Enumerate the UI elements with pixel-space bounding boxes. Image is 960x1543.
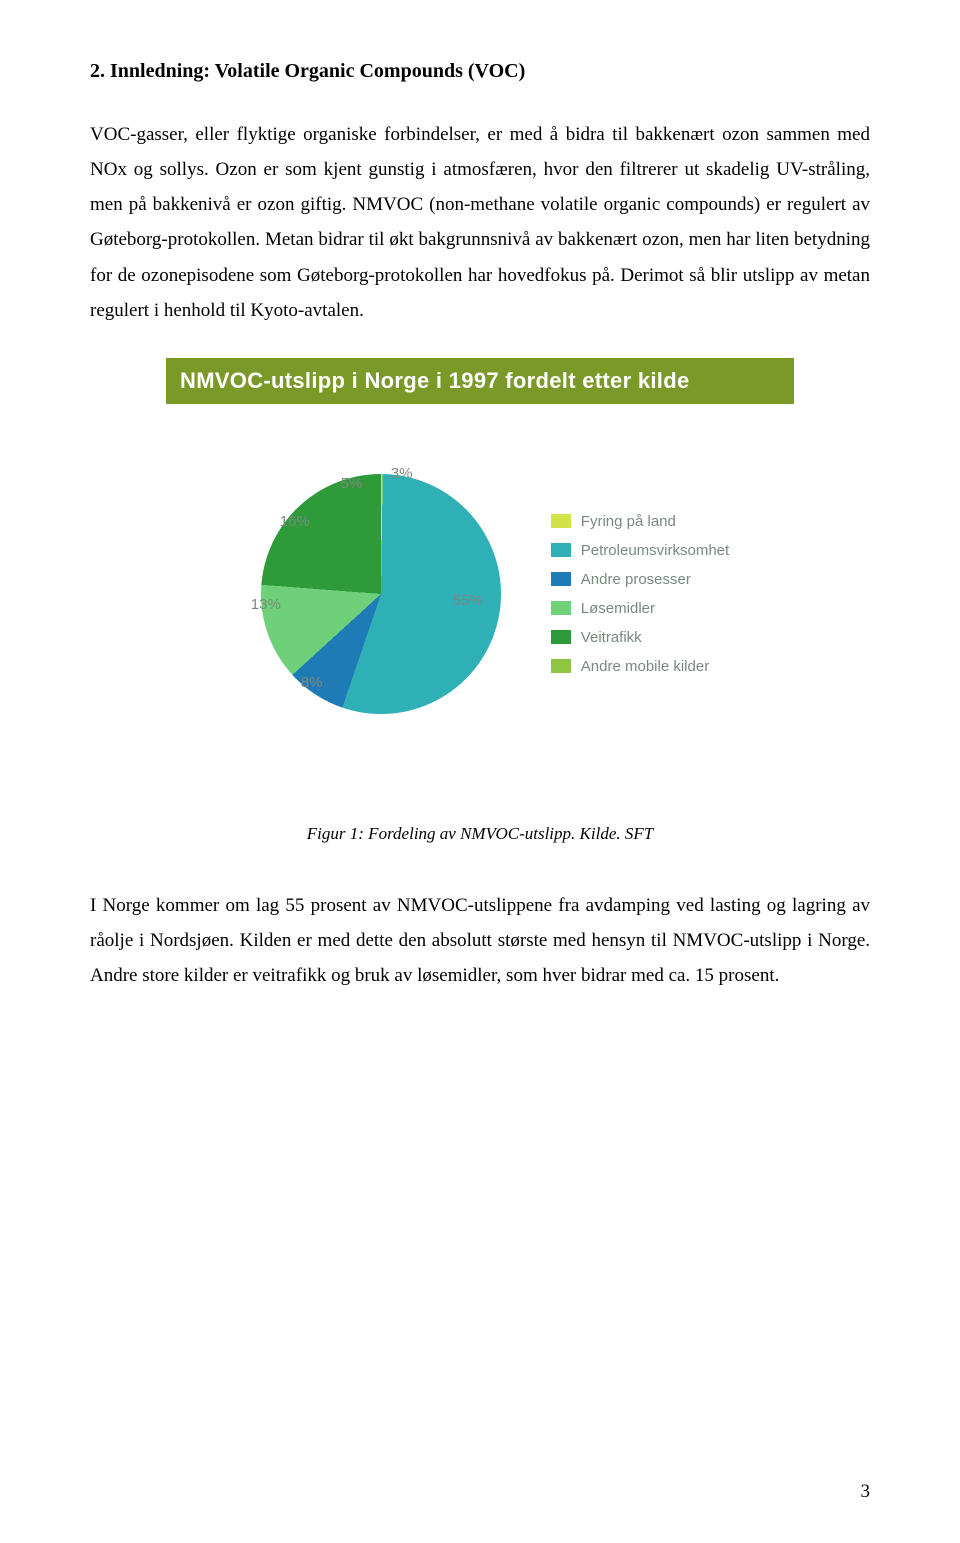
legend-label: Petroleumsvirksomhet (581, 542, 729, 559)
legend-swatch (551, 543, 571, 557)
legend-label: Andre prosesser (581, 571, 691, 588)
pie-area: 3% 5% 16% 13% 8% 55% (231, 444, 531, 744)
legend-swatch (551, 514, 571, 528)
legend-item: Andre mobile kilder (551, 658, 729, 675)
page: 2. Innledning: Volatile Organic Compound… (0, 0, 960, 1543)
pie-slice-label: 13% (251, 596, 281, 613)
figure-caption: Figur 1: Fordeling av NMVOC-utslipp. Kil… (90, 824, 870, 844)
paragraph-2: I Norge kommer om lag 55 prosent av NMVO… (90, 888, 870, 993)
pie-slice-label: 55% (453, 592, 483, 609)
legend-item: Fyring på land (551, 513, 729, 530)
legend-swatch (551, 659, 571, 673)
legend-swatch (551, 601, 571, 615)
legend-item: Veitrafikk (551, 629, 729, 646)
legend-label: Veitrafikk (581, 629, 642, 646)
pie-slice-label: 5% (341, 475, 363, 492)
legend-swatch (551, 572, 571, 586)
page-number: 3 (861, 1481, 871, 1503)
legend-item: Andre prosesser (551, 571, 729, 588)
pie-slice-label: 8% (301, 674, 323, 691)
section-heading: 2. Innledning: Volatile Organic Compound… (90, 60, 870, 83)
paragraph-1: VOC-gasser, eller flyktige organiske for… (90, 117, 870, 328)
legend-item: Løsemidler (551, 600, 729, 617)
chart-title: NMVOC-utslipp i Norge i 1997 fordelt ett… (166, 358, 794, 404)
pie-slice-label: 3% (391, 465, 413, 482)
legend-label: Fyring på land (581, 513, 676, 530)
legend-label: Andre mobile kilder (581, 658, 709, 675)
legend-label: Løsemidler (581, 600, 655, 617)
legend-swatch (551, 630, 571, 644)
legend-item: Petroleumsvirksomhet (551, 542, 729, 559)
chart-body: 3% 5% 16% 13% 8% 55% Fyring på land Petroleums… (166, 404, 794, 784)
nmvoc-chart: NMVOC-utslipp i Norge i 1997 fordelt ett… (166, 358, 794, 784)
chart-legend: Fyring på land Petroleumsvirksomhet Andre … (551, 513, 729, 675)
pie-slice-label: 16% (280, 513, 310, 530)
